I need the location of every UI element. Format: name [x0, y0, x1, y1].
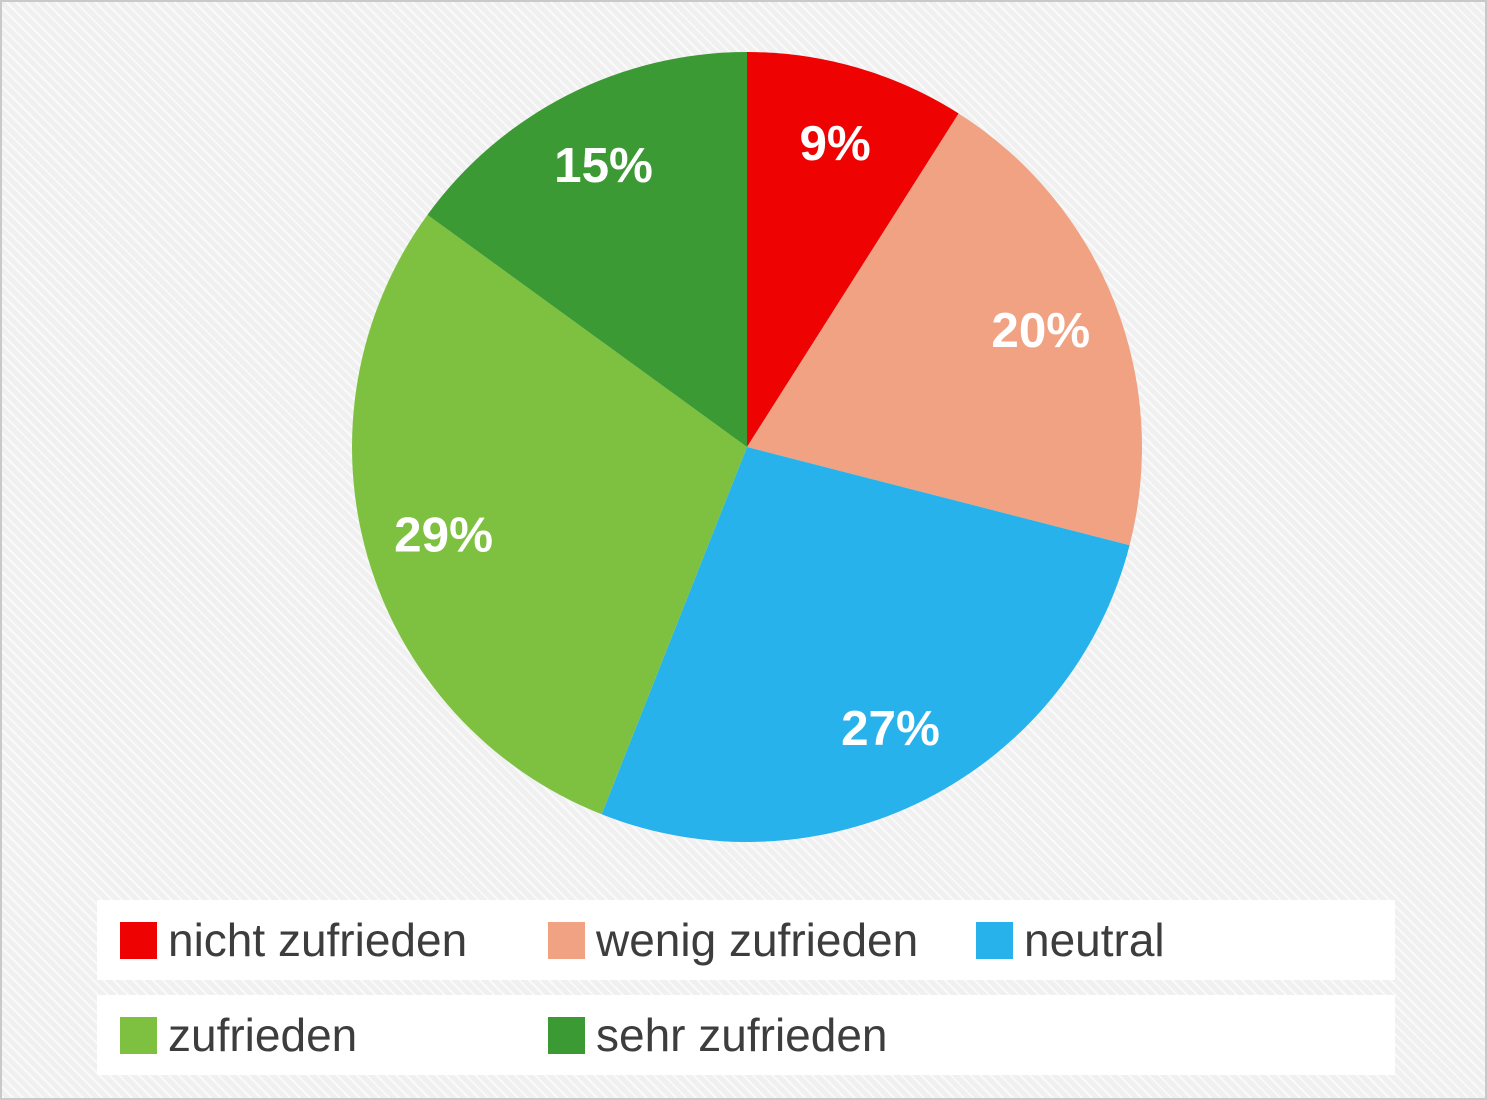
pie-slice-neutral	[601, 447, 1130, 842]
legend-row-2: zufrieden sehr zufrieden	[97, 995, 1395, 1075]
pie-data-label-neutral: 27%	[841, 701, 940, 756]
legend-item-nicht-zufrieden: nicht zufrieden	[120, 917, 548, 963]
legend-label-nicht-zufrieden: nicht zufrieden	[168, 914, 468, 966]
pie-slice-nicht-zufrieden	[747, 52, 959, 447]
legend-item-sehr-zufrieden: sehr zufrieden	[548, 1012, 888, 1058]
legend-label-wenig-zufrieden: wenig zufrieden	[596, 914, 919, 966]
legend-swatch-zufrieden	[120, 1016, 157, 1054]
pie-slice-sehr-zufrieden	[427, 52, 747, 447]
legend: nicht zufrieden wenig zufrieden neutral …	[97, 900, 1395, 1075]
pie-data-label-nicht-zufrieden: 9%	[799, 116, 870, 171]
legend-label-zufrieden: zufrieden	[168, 1009, 358, 1061]
pie-svg: 9% 20% 27% 29% 15%	[352, 52, 1142, 842]
pie-data-label-zufrieden: 29%	[394, 508, 493, 563]
legend-swatch-nicht-zufrieden	[120, 921, 157, 959]
legend-item-zufrieden: zufrieden	[120, 1012, 548, 1058]
pie-data-label-wenig-zufrieden: 20%	[991, 303, 1090, 358]
legend-row-1: nicht zufrieden wenig zufrieden neutral	[97, 900, 1395, 980]
legend-label-neutral: neutral	[1024, 914, 1165, 966]
pie-slice-zufrieden	[352, 214, 747, 815]
legend-label-sehr-zufrieden: sehr zufrieden	[596, 1009, 888, 1061]
legend-item-wenig-zufrieden: wenig zufrieden	[548, 917, 976, 963]
pie-slice-wenig-zufrieden	[747, 113, 1142, 546]
legend-swatch-neutral	[976, 921, 1013, 959]
legend-swatch-sehr-zufrieden	[548, 1016, 585, 1054]
pie-data-label-sehr-zufrieden: 15%	[554, 138, 653, 193]
pie-chart: 9% 20% 27% 29% 15%	[352, 52, 1142, 842]
legend-item-neutral: neutral	[976, 917, 1165, 963]
legend-swatch-wenig-zufrieden	[548, 921, 585, 959]
